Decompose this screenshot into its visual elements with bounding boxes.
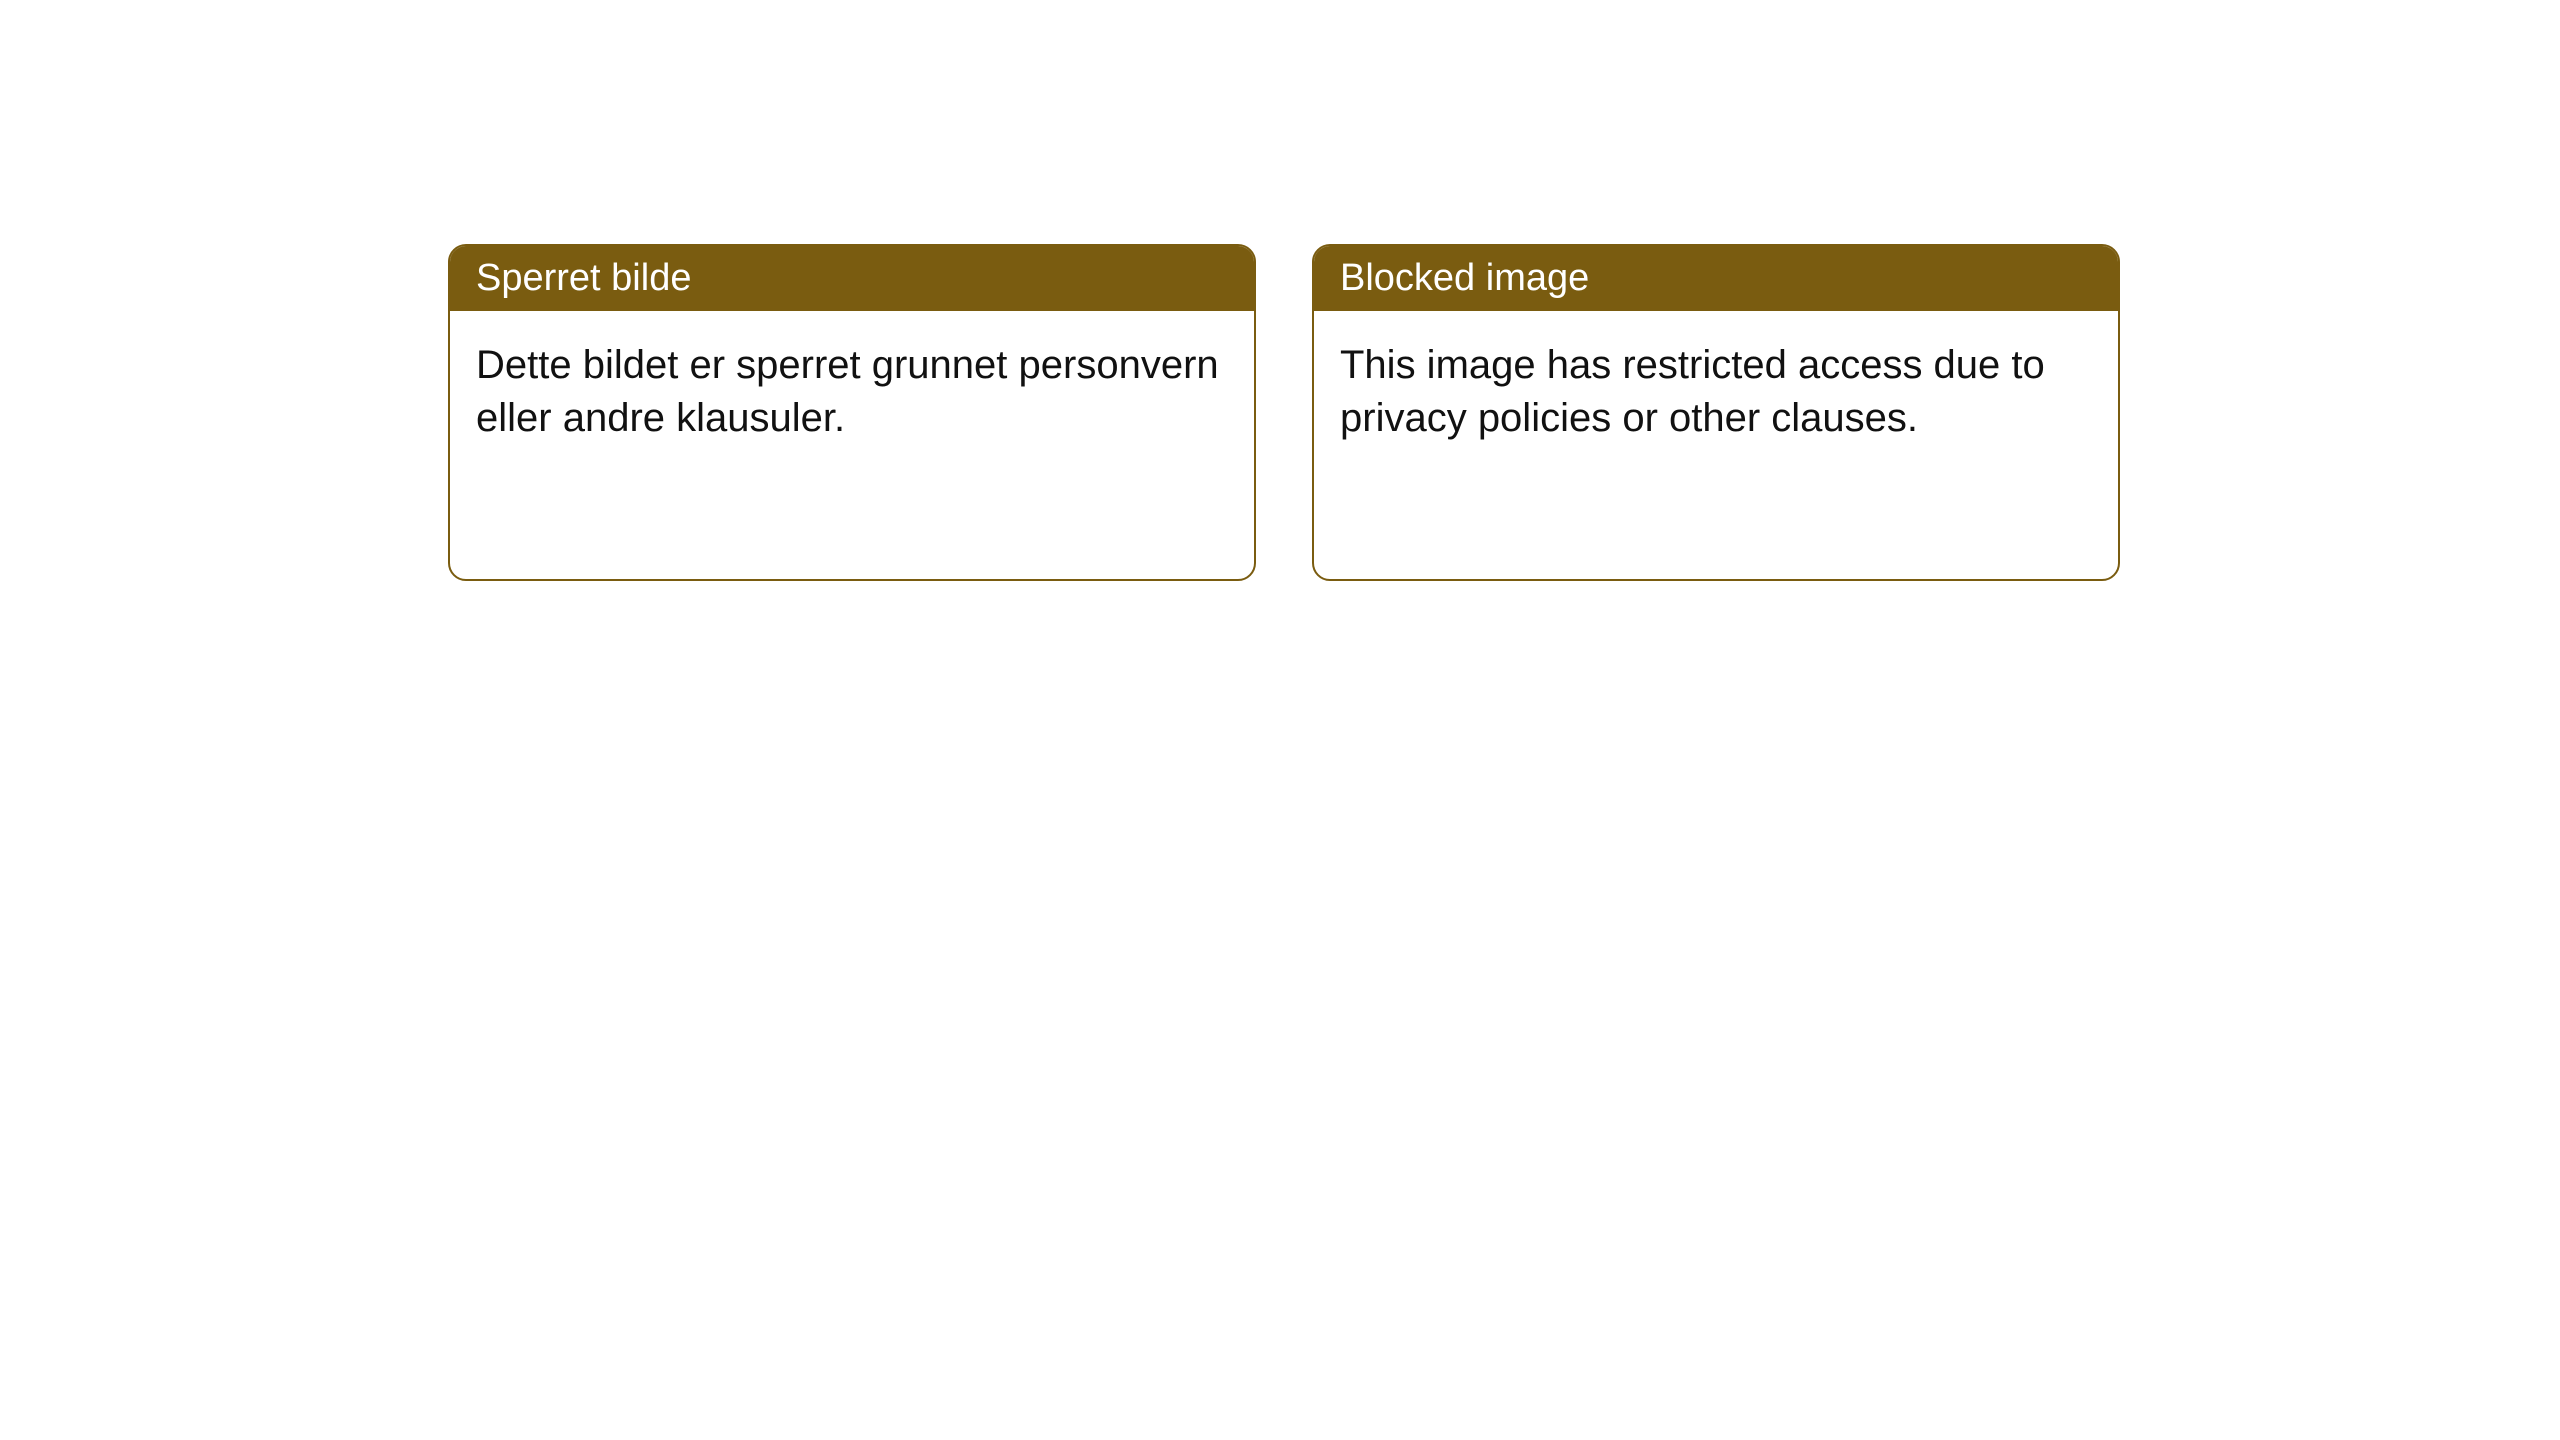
notice-title-norwegian: Sperret bilde bbox=[450, 246, 1254, 311]
notice-card-english: Blocked image This image has restricted … bbox=[1312, 244, 2120, 581]
notice-card-norwegian: Sperret bilde Dette bildet er sperret gr… bbox=[448, 244, 1256, 581]
notice-title-english: Blocked image bbox=[1314, 246, 2118, 311]
notice-container: Sperret bilde Dette bildet er sperret gr… bbox=[0, 0, 2560, 581]
notice-body-norwegian: Dette bildet er sperret grunnet personve… bbox=[450, 311, 1254, 473]
notice-body-english: This image has restricted access due to … bbox=[1314, 311, 2118, 473]
